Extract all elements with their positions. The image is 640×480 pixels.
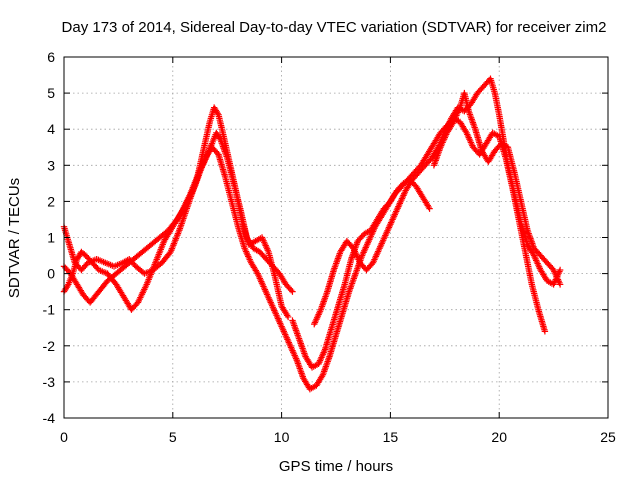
x-tick-label: 25 [600,429,616,445]
y-tick-label: 3 [47,157,55,173]
data-point [287,287,295,294]
y-tick-label: 1 [47,230,55,246]
y-tick-label: 2 [47,193,55,209]
y-tick-label: 5 [47,85,55,101]
grid-lines [64,57,608,418]
series-arc-3 [60,115,549,393]
data-point [214,110,221,117]
data-point [284,313,292,321]
x-tick-label: 10 [274,429,290,445]
x-tick-label: 20 [491,429,507,445]
chart-title: Day 173 of 2014, Sidereal Day-to-day VTE… [62,19,607,36]
y-tick-label: 4 [47,121,55,137]
y-tick-label: -3 [43,374,56,390]
data-point [289,288,296,295]
data-point [556,281,564,288]
axis-ticks: 0 5 10 15 20 25 -4 -3 -2 -1 0 1 2 3 4 5 6 [43,49,616,445]
y-axis-label: SDTVAR / TECUs [6,178,23,298]
x-tick-label: 0 [60,429,68,445]
y-tick-label: 0 [47,266,55,282]
data-series [60,75,564,393]
x-axis-label: GPS time / hours [279,458,393,475]
y-tick-label: -1 [43,302,56,318]
x-tick-label: 5 [169,429,177,445]
series-arc-6 [430,89,564,288]
series-arc-2 [60,104,292,321]
data-point [64,282,71,290]
y-tick-label: -2 [43,338,56,354]
data-point [541,328,549,335]
y-tick-label: -4 [43,410,56,426]
data-point [556,266,564,274]
y-tick-label: 6 [47,49,55,65]
data-point [426,205,433,212]
x-tick-label: 15 [383,429,399,445]
series-arc-4 [289,176,433,371]
